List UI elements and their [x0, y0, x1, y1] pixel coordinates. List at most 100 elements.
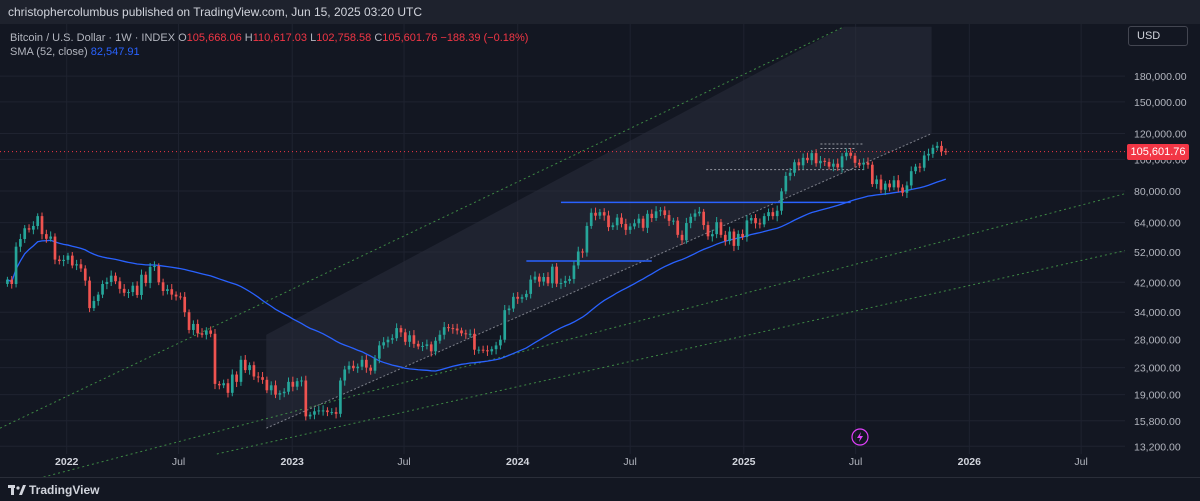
candles [6, 141, 948, 421]
candle-body [676, 220, 680, 235]
tradingview-logo[interactable]: TradingView [8, 483, 99, 497]
candle-body [373, 358, 377, 371]
candle-body [641, 218, 645, 228]
candle-body [698, 211, 701, 214]
candle-body [546, 276, 550, 284]
candle-body [464, 333, 468, 335]
sma-line [7, 178, 947, 372]
candle-body [369, 367, 373, 371]
candle-body [901, 187, 904, 193]
candle-body [486, 350, 489, 352]
candle-body [615, 217, 619, 226]
candle-body [442, 327, 446, 335]
candle-body [447, 327, 450, 329]
candle-body [715, 222, 718, 235]
candle-body [317, 410, 321, 412]
lightning-glyph [857, 432, 863, 442]
candle-body [88, 280, 91, 309]
candle-body [265, 379, 269, 391]
candle-body [105, 281, 109, 284]
candle-body [633, 223, 636, 227]
candle-body [758, 223, 762, 225]
candle-body [801, 157, 805, 166]
candle-body [44, 234, 48, 239]
candle-body [53, 236, 57, 260]
trend-lines [0, 26, 1126, 477]
horizontal-levels [0, 143, 1125, 262]
price-tick-label: 19,000.00 [1134, 390, 1181, 402]
candle-body [689, 216, 693, 224]
candle-body [473, 333, 476, 350]
tradingview-icon [8, 485, 26, 495]
candle-body [161, 282, 165, 291]
candle-body [836, 163, 840, 168]
candle-body [109, 275, 113, 282]
candle-body [555, 266, 558, 284]
candle-body [840, 156, 844, 168]
candle-body [360, 359, 364, 367]
candle-body [101, 283, 104, 295]
legend: Bitcoin / U.S. Dollar · 1W · INDEX O105,… [10, 31, 528, 59]
candle-body [295, 381, 299, 387]
price-tick-label: 42,000.00 [1134, 277, 1181, 289]
candle-body [27, 228, 31, 230]
candle-body [849, 152, 853, 156]
candle-body [940, 145, 943, 152]
candle-body [650, 213, 654, 219]
candle-body [10, 279, 14, 284]
candle-body [399, 328, 403, 333]
time-tick-label: Jul [849, 456, 862, 468]
candle-body [291, 381, 295, 387]
price-tick-label: 180,000.00 [1134, 71, 1187, 83]
candle-body [585, 225, 589, 253]
candle-body [823, 160, 827, 162]
channel-line [216, 250, 1126, 455]
candle-body [520, 297, 524, 299]
candle-body [702, 211, 706, 226]
candle-body [788, 172, 792, 176]
candle-body [274, 385, 277, 395]
candle-body [806, 157, 809, 161]
candle-body [122, 288, 126, 293]
candle-body [793, 162, 796, 173]
candle-body [365, 359, 368, 368]
currency-button[interactable]: USD [1128, 26, 1188, 46]
candle-body [153, 266, 156, 268]
candle-body [611, 225, 615, 228]
candle-body [568, 278, 571, 281]
candle-body [83, 268, 87, 281]
candle-body [235, 374, 238, 382]
candle-body [680, 234, 684, 241]
candle-body [563, 280, 567, 283]
candle-body [663, 210, 667, 216]
candle-body [927, 153, 930, 156]
candle-body [581, 251, 584, 253]
candle-body [767, 212, 770, 217]
publisher-line: christophercolumbus published on Trading… [8, 5, 423, 19]
candle-body [40, 216, 44, 235]
candle-body [304, 380, 308, 417]
channel-fill [266, 26, 932, 429]
price-chart[interactable]: 180,000.00150,000.00120,000.00100,000.00… [0, 24, 1200, 477]
candle-body [118, 281, 122, 289]
candle-body [620, 217, 623, 224]
candle-body [14, 246, 18, 284]
candle-body [827, 161, 831, 167]
time-tick-label: Jul [397, 456, 410, 468]
chart-extras [851, 428, 869, 446]
candle-body [888, 183, 891, 188]
candle-body [425, 344, 429, 346]
candle-body [166, 289, 169, 291]
candle-body [261, 377, 264, 380]
candle-body [935, 145, 939, 148]
candle-body [451, 328, 455, 330]
candle-body [239, 359, 243, 382]
candle-body [200, 333, 204, 335]
last-price-badge: 105,601.76 [1127, 143, 1189, 160]
chart-area[interactable]: 180,000.00 150,000.00 120,000.00 100,000.00… [0, 24, 1200, 477]
price-axis: 180,000.00150,000.00120,000.00100,000.00… [1134, 71, 1187, 453]
candle-body [412, 335, 416, 344]
candle-body [909, 171, 913, 186]
candle-body [287, 381, 290, 392]
candle-body [416, 343, 420, 347]
